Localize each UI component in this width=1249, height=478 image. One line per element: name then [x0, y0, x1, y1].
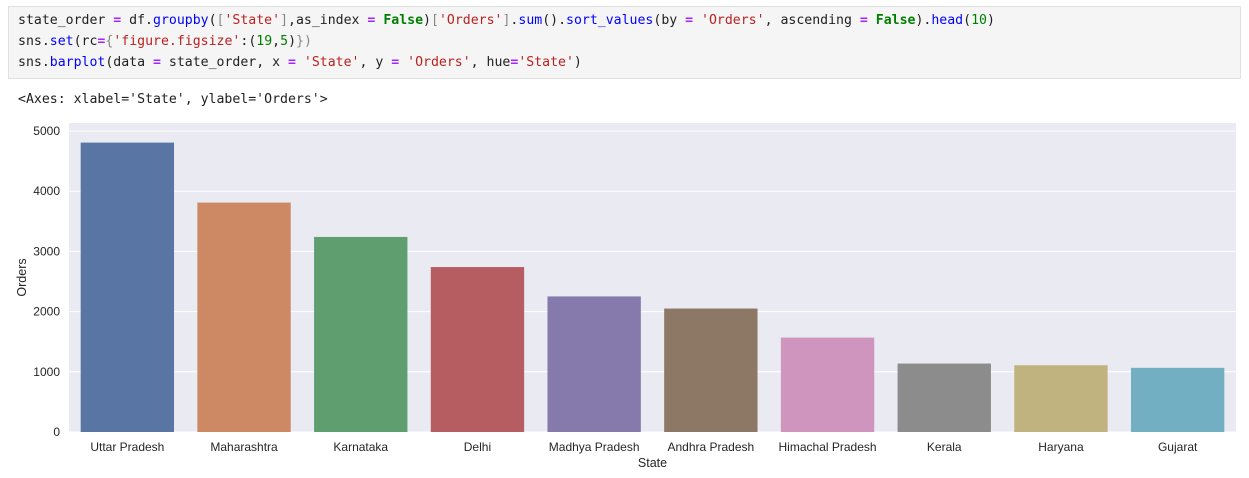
y-axis-label: Orders [15, 258, 29, 296]
y-tick-label: 0 [53, 425, 60, 439]
x-tick-label: Haryana [1038, 440, 1084, 454]
code-line-3: sns.barplot(data = state_order, x = 'Sta… [18, 55, 582, 70]
x-tick-label: Delhi [464, 440, 491, 454]
x-tick-label: Madhya Pradesh [549, 440, 640, 454]
bar-karnataka [314, 236, 408, 432]
bars [80, 142, 1225, 433]
bar-haryana [1014, 365, 1108, 432]
y-tick-label: 3000 [33, 244, 60, 258]
x-tick-label: Gujarat [1158, 440, 1198, 454]
x-tick-labels: Uttar Pradesh Maharashtra Karnataka Delhi Ma… [90, 440, 1198, 454]
y-tick-labels: 0 1000 2000 3000 4000 5000 [33, 124, 60, 439]
y-tick-label: 2000 [33, 305, 60, 319]
code-line-2: sns.set(rc={'figure.figsize':(19,5)}) [18, 34, 312, 49]
bar-gujarat [1130, 367, 1225, 432]
x-tick-label: Kerala [927, 440, 962, 454]
y-tick-label: 4000 [33, 184, 60, 198]
bar-madhya-pradesh [547, 296, 641, 432]
x-tick-label: Andhra Pradesh [667, 440, 754, 454]
bar-kerala [897, 363, 991, 432]
bar-himachal-pradesh [780, 337, 875, 432]
bar-andhra-pradesh [664, 308, 758, 432]
x-tick-label: Karnataka [333, 440, 388, 454]
x-tick-label: Himachal Pradesh [779, 440, 877, 454]
x-tick-label: Uttar Pradesh [90, 440, 164, 454]
x-axis-label: State [638, 456, 667, 470]
code-cell[interactable]: state_order = df.groupby(['State'],as_in… [8, 6, 1241, 79]
bar-uttar-pradesh [80, 142, 175, 433]
y-tick-label: 1000 [33, 365, 60, 379]
y-tick-label: 5000 [33, 124, 60, 138]
bar-maharashtra [197, 202, 291, 432]
bar-delhi [430, 267, 525, 432]
output-text: <Axes: xlabel='State', ylabel='Orders'> [18, 92, 328, 107]
x-tick-label: Maharashtra [210, 440, 278, 454]
code-line-1: state_order = df.groupby(['State'],as_in… [18, 13, 995, 28]
